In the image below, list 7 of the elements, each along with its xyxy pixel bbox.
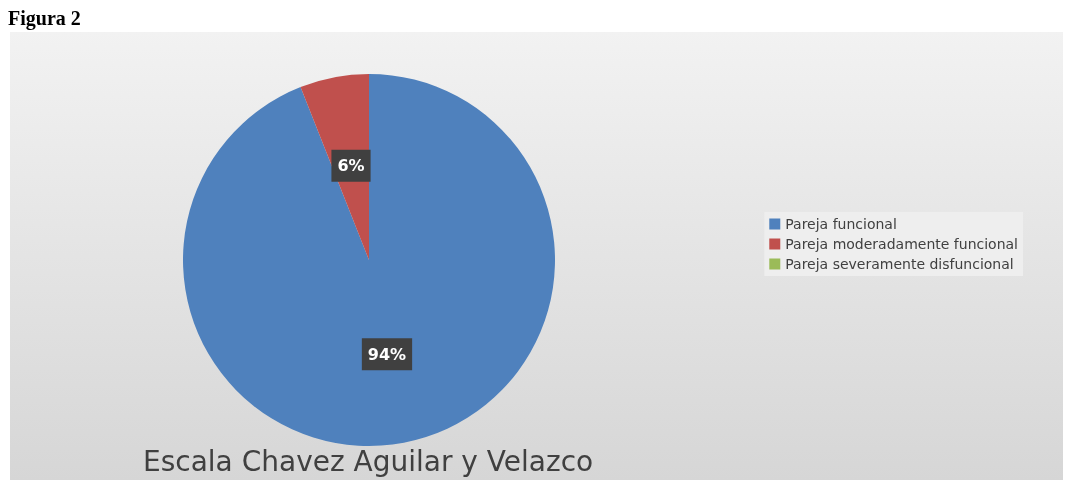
legend-label: Pareja funcional	[785, 216, 897, 232]
legend-label: Pareja severamente disfuncional	[785, 256, 1014, 272]
legend-label: Pareja moderadamente funcional	[785, 236, 1019, 252]
text: Escala Chavez Aguilar y Velazco	[143, 444, 594, 478]
data-label: 94%	[367, 344, 407, 364]
data-label: 6%	[337, 156, 365, 176]
text: Figura 2	[8, 7, 81, 30]
